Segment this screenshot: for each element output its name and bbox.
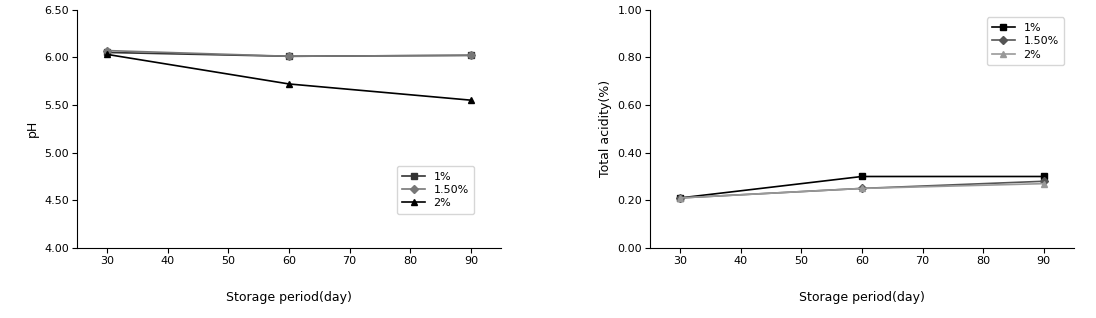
1.50% (465, 53, 478, 57)
2% (673, 196, 686, 200)
1% (1037, 175, 1050, 178)
Line: 2%: 2% (677, 181, 1047, 201)
1% (101, 51, 114, 54)
2% (855, 186, 868, 190)
2% (1037, 182, 1050, 185)
X-axis label: Storage period(day): Storage period(day) (226, 291, 352, 304)
Legend: 1%, 1.50%, 2%: 1%, 1.50%, 2% (397, 166, 475, 214)
1% (855, 175, 868, 178)
Y-axis label: pH: pH (26, 120, 38, 137)
Y-axis label: Total acidity(%): Total acidity(%) (598, 80, 612, 177)
Line: 1.50%: 1.50% (677, 178, 1047, 201)
Line: 1%: 1% (677, 174, 1047, 201)
2% (283, 82, 296, 86)
2% (465, 98, 478, 102)
Line: 1%: 1% (104, 50, 473, 59)
1.50% (855, 186, 868, 190)
1.50% (101, 49, 114, 52)
1.50% (283, 54, 296, 58)
1% (465, 53, 478, 57)
1.50% (673, 196, 686, 200)
Line: 1.50%: 1.50% (104, 48, 473, 59)
Legend: 1%, 1.50%, 2%: 1%, 1.50%, 2% (986, 17, 1064, 65)
Line: 2%: 2% (104, 52, 473, 103)
1% (283, 54, 296, 58)
X-axis label: Storage period(day): Storage period(day) (799, 291, 925, 304)
1% (673, 196, 686, 200)
1.50% (1037, 179, 1050, 183)
2% (101, 52, 114, 56)
